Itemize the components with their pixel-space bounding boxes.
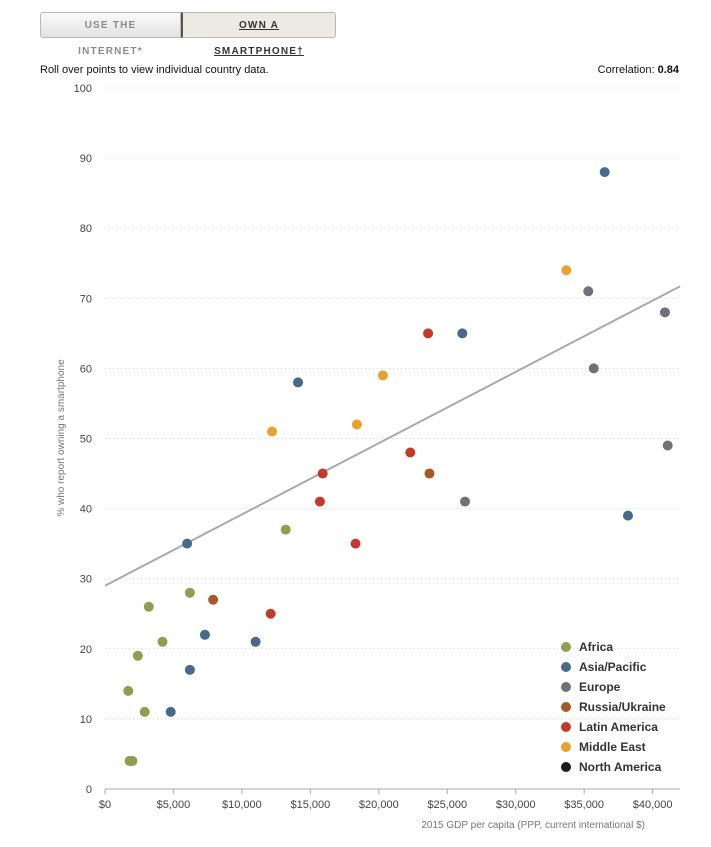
data-point-africa[interactable] [132, 650, 143, 661]
data-point-asia-pacific[interactable] [165, 706, 176, 717]
y-tick-label: 100 [74, 83, 92, 95]
trendline [104, 285, 681, 587]
legend-swatch-north-america [561, 762, 571, 772]
correlation-label: Correlation: [597, 64, 655, 76]
data-point-europe[interactable] [662, 440, 673, 451]
tab-use-the-internet[interactable]: USE THE INTERNET* [40, 12, 181, 57]
y-tick-label: 30 [80, 574, 92, 586]
x-tick-label: $0 [99, 799, 111, 811]
y-tick-label: 50 [80, 434, 92, 446]
data-point-asia-pacific[interactable] [199, 629, 210, 640]
tab-group: USE THE INTERNET* OWN A SMARTPHONE† [40, 12, 336, 57]
x-tick-label: $15,000 [290, 799, 330, 811]
gridlines [105, 87, 680, 720]
y-tick-label: 90 [80, 153, 92, 165]
y-tick-label: 70 [80, 293, 92, 305]
data-point-asia-pacific[interactable] [293, 377, 304, 388]
legend-swatch-africa [561, 642, 571, 652]
x-tick-label: $20,000 [359, 799, 399, 811]
x-tick-label: $25,000 [427, 799, 467, 811]
legend-swatch-russia-ukraine [561, 702, 571, 712]
data-point-middle-east[interactable] [561, 265, 572, 276]
y-tick-label: 80 [80, 223, 92, 235]
data-point-europe[interactable] [583, 286, 594, 297]
legend-label-europe: Europe [579, 680, 621, 694]
x-tick-label: $5,000 [157, 799, 191, 811]
y-tick-label: 60 [80, 363, 92, 375]
data-point-latin-america[interactable] [423, 328, 434, 339]
tab-own-a-smartphone[interactable]: OWN A SMARTPHONE† [181, 12, 336, 57]
data-point-africa[interactable] [280, 524, 291, 535]
data-point-africa[interactable] [157, 636, 168, 647]
data-point-latin-america[interactable] [405, 447, 416, 458]
data-point-africa[interactable] [143, 601, 154, 612]
legend-swatch-europe [561, 682, 571, 692]
x-tick-label: $30,000 [496, 799, 536, 811]
correlation-value: 0.84 [657, 64, 679, 76]
y-tick-label: 10 [80, 714, 92, 726]
tab-own-a-smartphone-label: OWN A SMARTPHONE† [214, 20, 304, 57]
data-point-africa[interactable] [184, 587, 195, 598]
data-point-latin-america[interactable] [317, 468, 328, 479]
trendline-layer [104, 285, 681, 587]
data-point-latin-america[interactable] [314, 496, 325, 507]
data-point-russia-ukraine[interactable] [208, 594, 219, 605]
legend-label-latin-america: Latin America [579, 720, 658, 734]
x-tick-label: $35,000 [564, 799, 604, 811]
x-tick-label: $10,000 [222, 799, 262, 811]
y-tick-label: 20 [80, 644, 92, 656]
data-point-europe[interactable] [659, 307, 670, 318]
y-tick-label: 0 [86, 784, 92, 796]
axes: 0 10 20 30 40 50 60 70 80 90 100 $0 $5,000 $10,000 $15… [56, 83, 680, 831]
data-point-russia-ukraine[interactable] [424, 468, 435, 479]
y-axis-title: % who report owning a smartphone [56, 359, 67, 517]
data-point-africa[interactable] [123, 685, 134, 696]
correlation-readout: Correlation: 0.84 [598, 64, 679, 76]
data-points [123, 167, 673, 766]
data-point-middle-east[interactable] [377, 370, 388, 381]
legend-label-middle-east: Middle East [579, 740, 646, 754]
data-point-africa[interactable] [127, 755, 138, 766]
data-point-africa[interactable] [139, 706, 150, 717]
legend-swatch-middle-east [561, 742, 571, 752]
instructions-text: Roll over points to view individual coun… [40, 64, 269, 76]
legend-swatch-latin-america [561, 722, 571, 732]
data-point-asia-pacific[interactable] [599, 167, 610, 178]
data-point-middle-east[interactable] [267, 426, 278, 437]
data-point-asia-pacific[interactable] [250, 636, 261, 647]
data-point-europe[interactable] [588, 363, 599, 374]
data-point-europe[interactable] [460, 496, 471, 507]
data-point-middle-east[interactable] [351, 419, 362, 430]
legend-label-russia-ukraine: Russia/Ukraine [579, 700, 666, 714]
data-point-latin-america[interactable] [265, 608, 276, 619]
legend-swatch-asia-pacific [561, 662, 571, 672]
data-point-asia-pacific[interactable] [184, 664, 195, 675]
legend-label-africa: Africa [579, 640, 613, 654]
data-point-asia-pacific[interactable] [622, 510, 633, 521]
legend: Africa Asia/Pacific Europe Russia/Ukraine La… [561, 640, 666, 774]
legend-label-asia-pacific: Asia/Pacific [579, 660, 647, 674]
data-point-asia-pacific[interactable] [457, 328, 468, 339]
x-axis-title: 2015 GDP per capita (PPP, current intern… [421, 820, 645, 831]
data-point-asia-pacific[interactable] [182, 538, 193, 549]
legend-label-north-america: North America [579, 760, 662, 774]
data-point-latin-america[interactable] [350, 538, 361, 549]
y-tick-label: 40 [80, 504, 92, 516]
x-tick-label: $40,000 [633, 799, 673, 811]
